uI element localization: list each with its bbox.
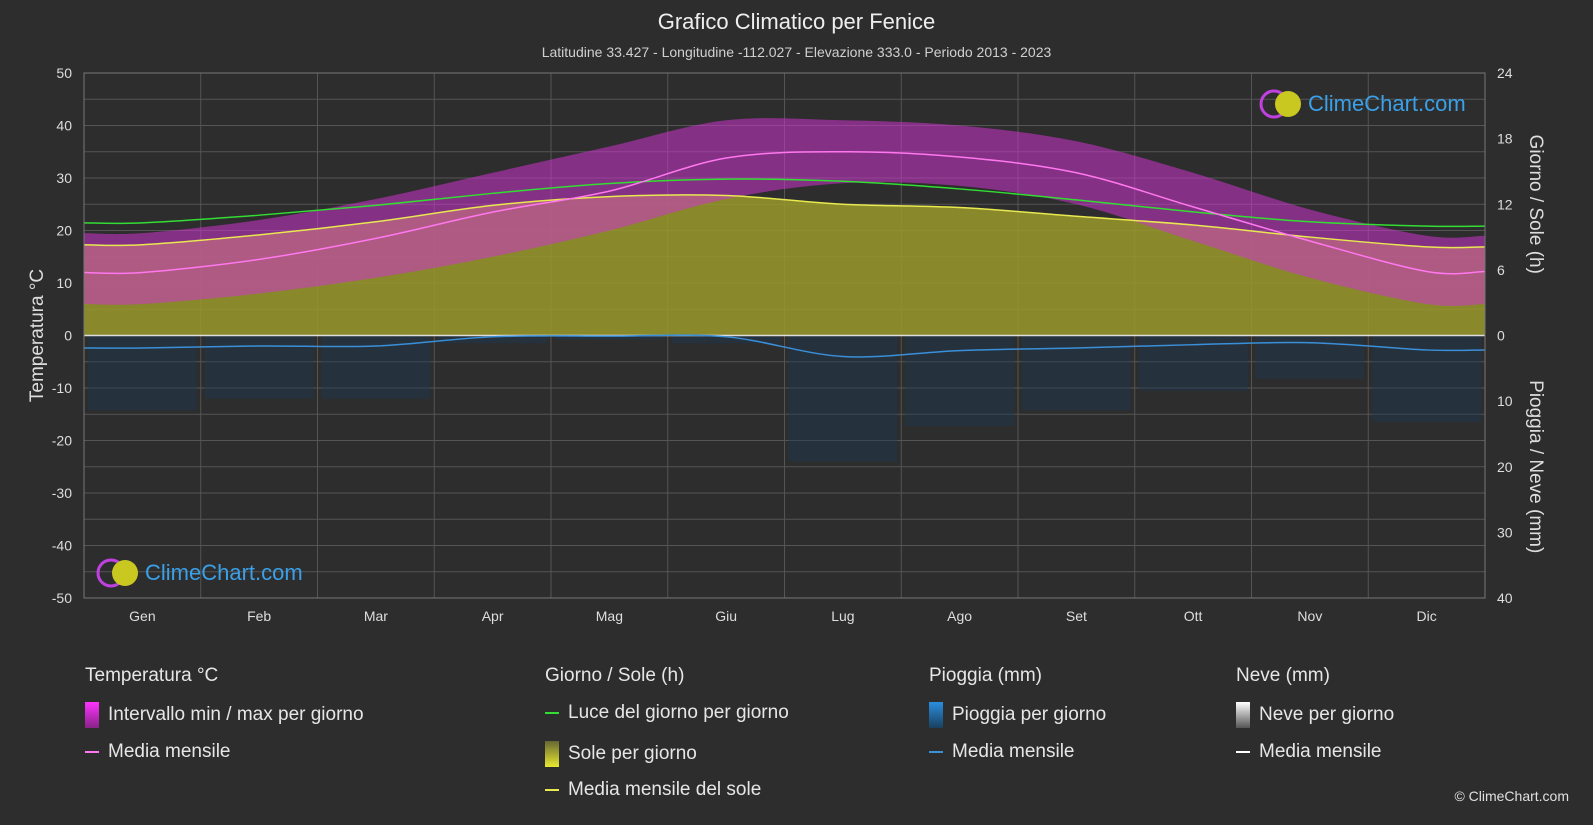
legend-rain-mean: Media mensile — [929, 741, 1075, 763]
y-tick-temperature: -20 — [52, 433, 72, 449]
y-tick-temperature: -40 — [52, 538, 72, 554]
rain-swatch — [929, 702, 943, 728]
x-tick-month: Giu — [715, 608, 737, 624]
legend-sun-label: Sole per giorno — [568, 743, 697, 764]
y-tick-precipitation: 10 — [1497, 393, 1513, 409]
legend-rain-label: Pioggia per giorno — [952, 704, 1107, 725]
legend-sun-mean: Media mensile del sole — [545, 779, 761, 801]
legend-rain: Pioggia per giorno — [929, 702, 1106, 728]
legend-snow-mean-label: Media mensile — [1259, 741, 1382, 762]
logo-top-right: ClimeChart.com — [1258, 88, 1466, 120]
temp-range-swatch — [85, 702, 99, 728]
x-tick-month: Dic — [1417, 608, 1437, 624]
y-axis-label-hours: Giorno / Sole (h) — [1525, 135, 1546, 274]
snow-mean-swatch — [1236, 751, 1250, 753]
y-tick-precipitation: 40 — [1497, 590, 1513, 606]
legend-snow-mean: Media mensile — [1236, 741, 1382, 763]
rain-bar — [671, 335, 781, 344]
chart-subtitle: Latitudine 33.427 - Longitudine -112.027… — [541, 44, 1052, 60]
x-tick-month: Ott — [1184, 608, 1203, 624]
temperature-mean-line — [83, 150, 1486, 275]
y-tick-temperature: -10 — [52, 380, 72, 396]
legend-temp-mean: Media mensile — [85, 741, 231, 763]
temperature-range-band — [84, 118, 1485, 306]
y-tick-temperature: -50 — [52, 590, 72, 606]
y-tick-hours: 6 — [1497, 262, 1505, 278]
y-tick-hours: 12 — [1497, 196, 1513, 212]
legend-snow: Neve per giorno — [1236, 702, 1394, 728]
sun-swatch — [545, 741, 559, 767]
x-tick-month: Ago — [947, 608, 972, 624]
y-tick-hours: 24 — [1497, 65, 1513, 81]
legend-snow-header: Neve (mm) — [1236, 665, 1330, 686]
legend-sun: Sole per giorno — [545, 741, 697, 767]
y-tick-temperature: 10 — [56, 275, 72, 291]
climate-chart: 50 40 30 20 10 0 -10 -20 -30 -40 -50 24 18 12 6 0 10 20 30… — [27, 65, 1546, 624]
rain-bar — [438, 335, 547, 344]
y-tick-temperature: 30 — [56, 170, 72, 186]
x-tick-month: Gen — [129, 608, 155, 624]
temp-mean-swatch — [85, 751, 99, 753]
daylight-line — [83, 178, 1486, 228]
legend-snow-label: Neve per giorno — [1259, 704, 1395, 725]
plot-frame — [83, 72, 1486, 599]
y-tick-hours: 18 — [1497, 131, 1513, 147]
x-tick-month: Mar — [364, 608, 388, 624]
y-axis-label-precipitation: Pioggia / Neve (mm) — [1525, 380, 1546, 553]
x-tick-month: Lug — [831, 608, 854, 624]
legend-rain-header: Pioggia (mm) — [929, 665, 1042, 686]
rain-bar — [321, 335, 431, 399]
y-tick-precipitation: 20 — [1497, 459, 1513, 475]
copyright: © ClimeChart.com — [1454, 788, 1569, 804]
snow-swatch — [1236, 702, 1250, 728]
y-tick-hours: 0 — [1497, 328, 1505, 344]
legend-sun-mean-label: Media mensile del sole — [568, 779, 762, 800]
y-tick-temperature: 20 — [56, 223, 72, 239]
legend-temp-range-label: Intervallo min / max per giorno — [108, 704, 364, 725]
y-tick-temperature: -30 — [52, 485, 72, 501]
legend-sun-header: Giorno / Sole (h) — [545, 665, 685, 686]
x-tick-month: Mag — [596, 608, 623, 624]
logo-icon — [96, 558, 138, 588]
logo-text: ClimeChart.com — [145, 560, 303, 585]
legend-rain-mean-label: Media mensile — [952, 741, 1075, 762]
legend-daylight-label: Luce del giorno per giorno — [568, 702, 789, 723]
y-tick-precipitation: 30 — [1497, 524, 1513, 540]
daylight-swatch — [545, 712, 559, 714]
rain-bar — [1372, 335, 1481, 423]
rain-mean-swatch — [929, 751, 943, 753]
sun-mean-swatch — [545, 789, 559, 791]
rain-bar — [788, 335, 898, 462]
x-tick-month: Feb — [247, 608, 271, 624]
rain-bar — [204, 335, 314, 399]
rain-mean-line — [83, 334, 1486, 358]
y-tick-temperature: 40 — [56, 118, 72, 134]
y-tick-temperature: 50 — [56, 65, 72, 81]
x-tick-month: Nov — [1297, 608, 1322, 624]
sunshine-mean-line — [83, 194, 1486, 249]
legend-temp-range: Intervallo min / max per giorno — [85, 702, 364, 728]
logo-text: ClimeChart.com — [1308, 91, 1466, 116]
x-tick-month: Apr — [482, 608, 504, 624]
legend-temp-header: Temperatura °C — [85, 665, 219, 686]
legend-daylight: Luce del giorno per giorno — [545, 702, 789, 724]
legend-temp-mean-label: Media mensile — [108, 741, 231, 762]
rain-bar — [555, 335, 664, 340]
y-axis-label-temperature: Temperatura °C — [27, 269, 48, 402]
logo-bottom-left: ClimeChart.com — [95, 557, 303, 589]
logo-icon — [1259, 89, 1301, 119]
chart-title: Grafico Climatico per Fenice — [657, 9, 936, 34]
y-tick-temperature: 0 — [64, 328, 72, 344]
x-tick-month: Set — [1066, 608, 1087, 624]
